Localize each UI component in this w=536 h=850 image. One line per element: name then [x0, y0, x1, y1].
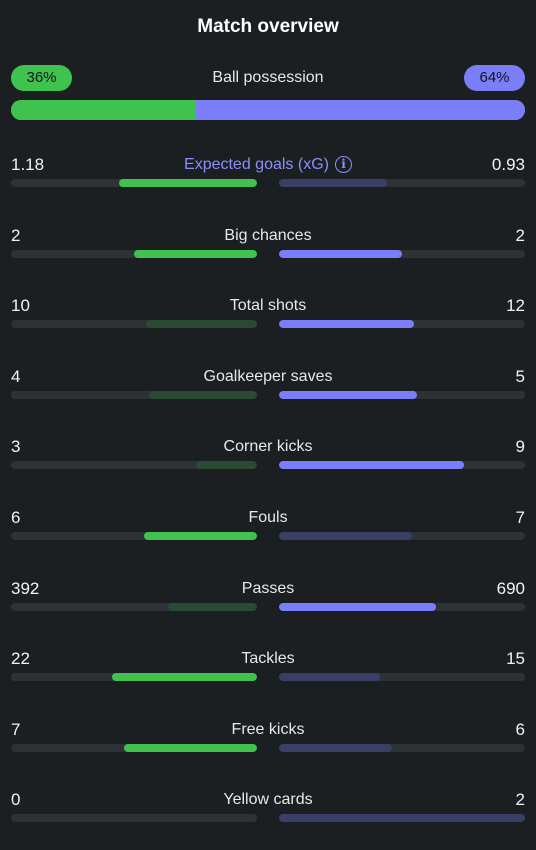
away-stat-bar-fill: [279, 461, 464, 469]
stat-label-text: Expected goals (xG): [184, 156, 329, 173]
away-stat-value: 2: [515, 790, 525, 809]
away-stat-bar-track: [279, 461, 525, 469]
page-title: Match overview: [197, 16, 339, 37]
stat-row: 6 Fouls 7: [11, 508, 525, 548]
home-stat-bar-fill: [168, 603, 257, 611]
home-stat-bar-track: [11, 814, 257, 822]
stat-label-text: Corner kicks: [223, 438, 313, 455]
away-stat-value: 7: [515, 508, 525, 527]
stat-label-text: Big chances: [224, 227, 312, 244]
stat-row: 392 Passes 690: [11, 579, 525, 619]
home-stat-bar-fill: [111, 673, 257, 681]
stat-label: Passes: [11, 579, 525, 599]
away-stat-bar-fill: [279, 250, 402, 258]
away-stat-value: 0.93: [491, 155, 525, 174]
stat-label: Free kicks: [11, 720, 525, 740]
away-possession-fill: [196, 100, 525, 120]
stat-label: Fouls: [11, 508, 525, 528]
stat-label: Total shots: [11, 296, 525, 316]
away-stat-bar-track: [279, 532, 525, 540]
away-stat-value: 9: [515, 437, 525, 456]
ball-possession-label: Ball possession: [212, 69, 324, 86]
home-stat-bar-fill: [148, 391, 257, 399]
stat-row: 7 Free kicks 6: [11, 720, 525, 760]
stat-label-text: Fouls: [248, 509, 288, 526]
stat-label[interactable]: Expected goals (xG) i: [11, 155, 525, 175]
away-stat-bar-track: [279, 391, 525, 399]
stat-row: 22 Tackles 15: [11, 649, 525, 689]
stat-label: Big chances: [11, 226, 525, 246]
away-stat-bar-fill: [279, 603, 437, 611]
home-possession-fill: [11, 100, 197, 120]
away-stat-value: 690: [496, 579, 525, 598]
stat-label: Yellow cards: [11, 790, 525, 810]
ball-possession-row: 36% Ball possession 64%: [11, 65, 525, 91]
home-stat-value: 0: [11, 790, 21, 809]
home-stat-bar-fill: [119, 179, 257, 187]
home-stat-bar-fill: [124, 744, 257, 752]
stat-row: 3 Corner kicks 9: [11, 437, 525, 477]
home-stat-value: 3: [11, 437, 21, 456]
away-stat-bar-track: [279, 603, 525, 611]
home-stat-value: 7: [11, 720, 21, 739]
away-stat-bar-fill: [279, 532, 412, 540]
away-stat-bar-fill: [279, 673, 380, 681]
stat-label: Tackles: [11, 649, 525, 669]
home-stat-value: 10: [11, 296, 30, 315]
away-stat-bar-track: [279, 814, 525, 822]
away-stat-bar-fill: [279, 744, 393, 752]
home-stat-value: 392: [11, 579, 40, 598]
home-possession-badge: 36%: [11, 65, 72, 91]
away-stat-bar-track: [279, 250, 525, 258]
away-stat-bar-track: [279, 673, 525, 681]
away-stat-bar-track: [279, 744, 525, 752]
home-stat-bar-track: [11, 744, 257, 752]
stat-label-text: Passes: [241, 580, 295, 597]
stat-row: 10 Total shots 12: [11, 296, 525, 336]
stat-label-text: Tackles: [241, 650, 295, 667]
home-stat-bar-track: [11, 391, 257, 399]
away-stat-bar-fill: [279, 320, 415, 328]
home-stat-value: 2: [11, 226, 21, 245]
home-stat-bar-fill: [195, 461, 257, 469]
home-stat-value: 6: [11, 508, 21, 527]
away-stat-bar-track: [279, 179, 525, 187]
away-stat-bar-fill: [279, 814, 525, 822]
stat-label-text: Total shots: [229, 297, 307, 314]
home-stat-bar-track: [11, 603, 257, 611]
home-stat-bar-track: [11, 673, 257, 681]
home-stat-bar-track: [11, 250, 257, 258]
away-stat-bar-fill: [279, 391, 417, 399]
stat-row: 4 Goalkeeper saves 5: [11, 367, 525, 407]
home-stat-value: 1.18: [11, 155, 45, 174]
info-icon[interactable]: i: [334, 156, 352, 174]
home-stat-bar-track: [11, 320, 257, 328]
stat-label-text: Yellow cards: [223, 791, 313, 808]
away-possession-badge: 64%: [464, 65, 525, 91]
ball-possession-bar: [11, 100, 525, 120]
away-stat-value: 15: [506, 649, 525, 668]
home-stat-bar-fill: [143, 532, 257, 540]
home-stat-bar-fill: [146, 320, 257, 328]
home-stat-bar-track: [11, 532, 257, 540]
away-stat-value: 2: [515, 226, 525, 245]
stat-label-text: Free kicks: [231, 721, 305, 738]
away-stat-value: 6: [515, 720, 525, 739]
home-stat-value: 4: [11, 367, 21, 386]
stat-label: Goalkeeper saves: [11, 367, 525, 387]
stat-row: 1.18 Expected goals (xG) i 0.93: [11, 155, 525, 195]
stat-label: Corner kicks: [11, 437, 525, 457]
away-stat-bar-track: [279, 320, 525, 328]
home-stat-bar-track: [11, 461, 257, 469]
home-stat-value: 22: [11, 649, 30, 668]
away-stat-bar-fill: [279, 179, 388, 187]
stat-row: 2 Big chances 2: [11, 226, 525, 266]
home-stat-bar-fill: [134, 250, 257, 258]
stat-row: 0 Yellow cards 2: [11, 790, 525, 830]
away-stat-value: 5: [515, 367, 525, 386]
away-stat-value: 12: [506, 296, 525, 315]
home-stat-bar-track: [11, 179, 257, 187]
stat-label-text: Goalkeeper saves: [203, 368, 333, 385]
